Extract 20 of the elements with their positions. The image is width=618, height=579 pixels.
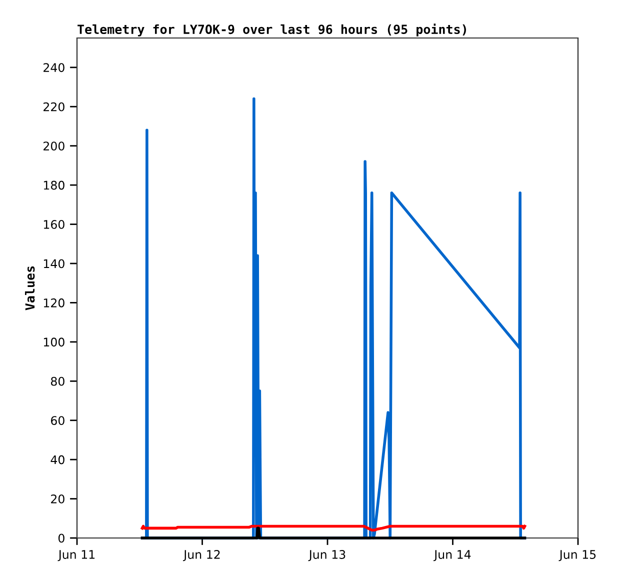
y-axis-title: Values bbox=[25, 266, 35, 310]
y-tick-label: 240 bbox=[44, 63, 64, 72]
x-tick-label: Jun 15 bbox=[558, 550, 596, 562]
y-tick-label: 60 bbox=[50, 416, 64, 426]
y-tick-label: 220 bbox=[44, 102, 64, 112]
y-tick-label: 80 bbox=[50, 376, 64, 386]
x-tick-label: Jun 11 bbox=[58, 550, 95, 562]
y-tick-label: 180 bbox=[44, 180, 64, 190]
y-tick-label: 160 bbox=[44, 220, 64, 229]
y-tick-label: 100 bbox=[44, 338, 64, 347]
chart-title: Telemetry for LY7OK-9 over last 96 hours (95 points) bbox=[78, 24, 466, 36]
x-tick-label: Jun 14 bbox=[434, 550, 471, 562]
y-tick-label: 40 bbox=[50, 455, 64, 464]
y-tick-label: 0 bbox=[58, 534, 64, 543]
y-tick-label: 120 bbox=[44, 298, 64, 308]
y-tick-label: 140 bbox=[44, 259, 64, 268]
y-tick-label: 20 bbox=[51, 494, 64, 504]
x-tick-label: Jun 12 bbox=[183, 550, 220, 562]
y-tick-label: 200 bbox=[44, 142, 64, 150]
x-tick-label: Jun 13 bbox=[308, 550, 346, 562]
